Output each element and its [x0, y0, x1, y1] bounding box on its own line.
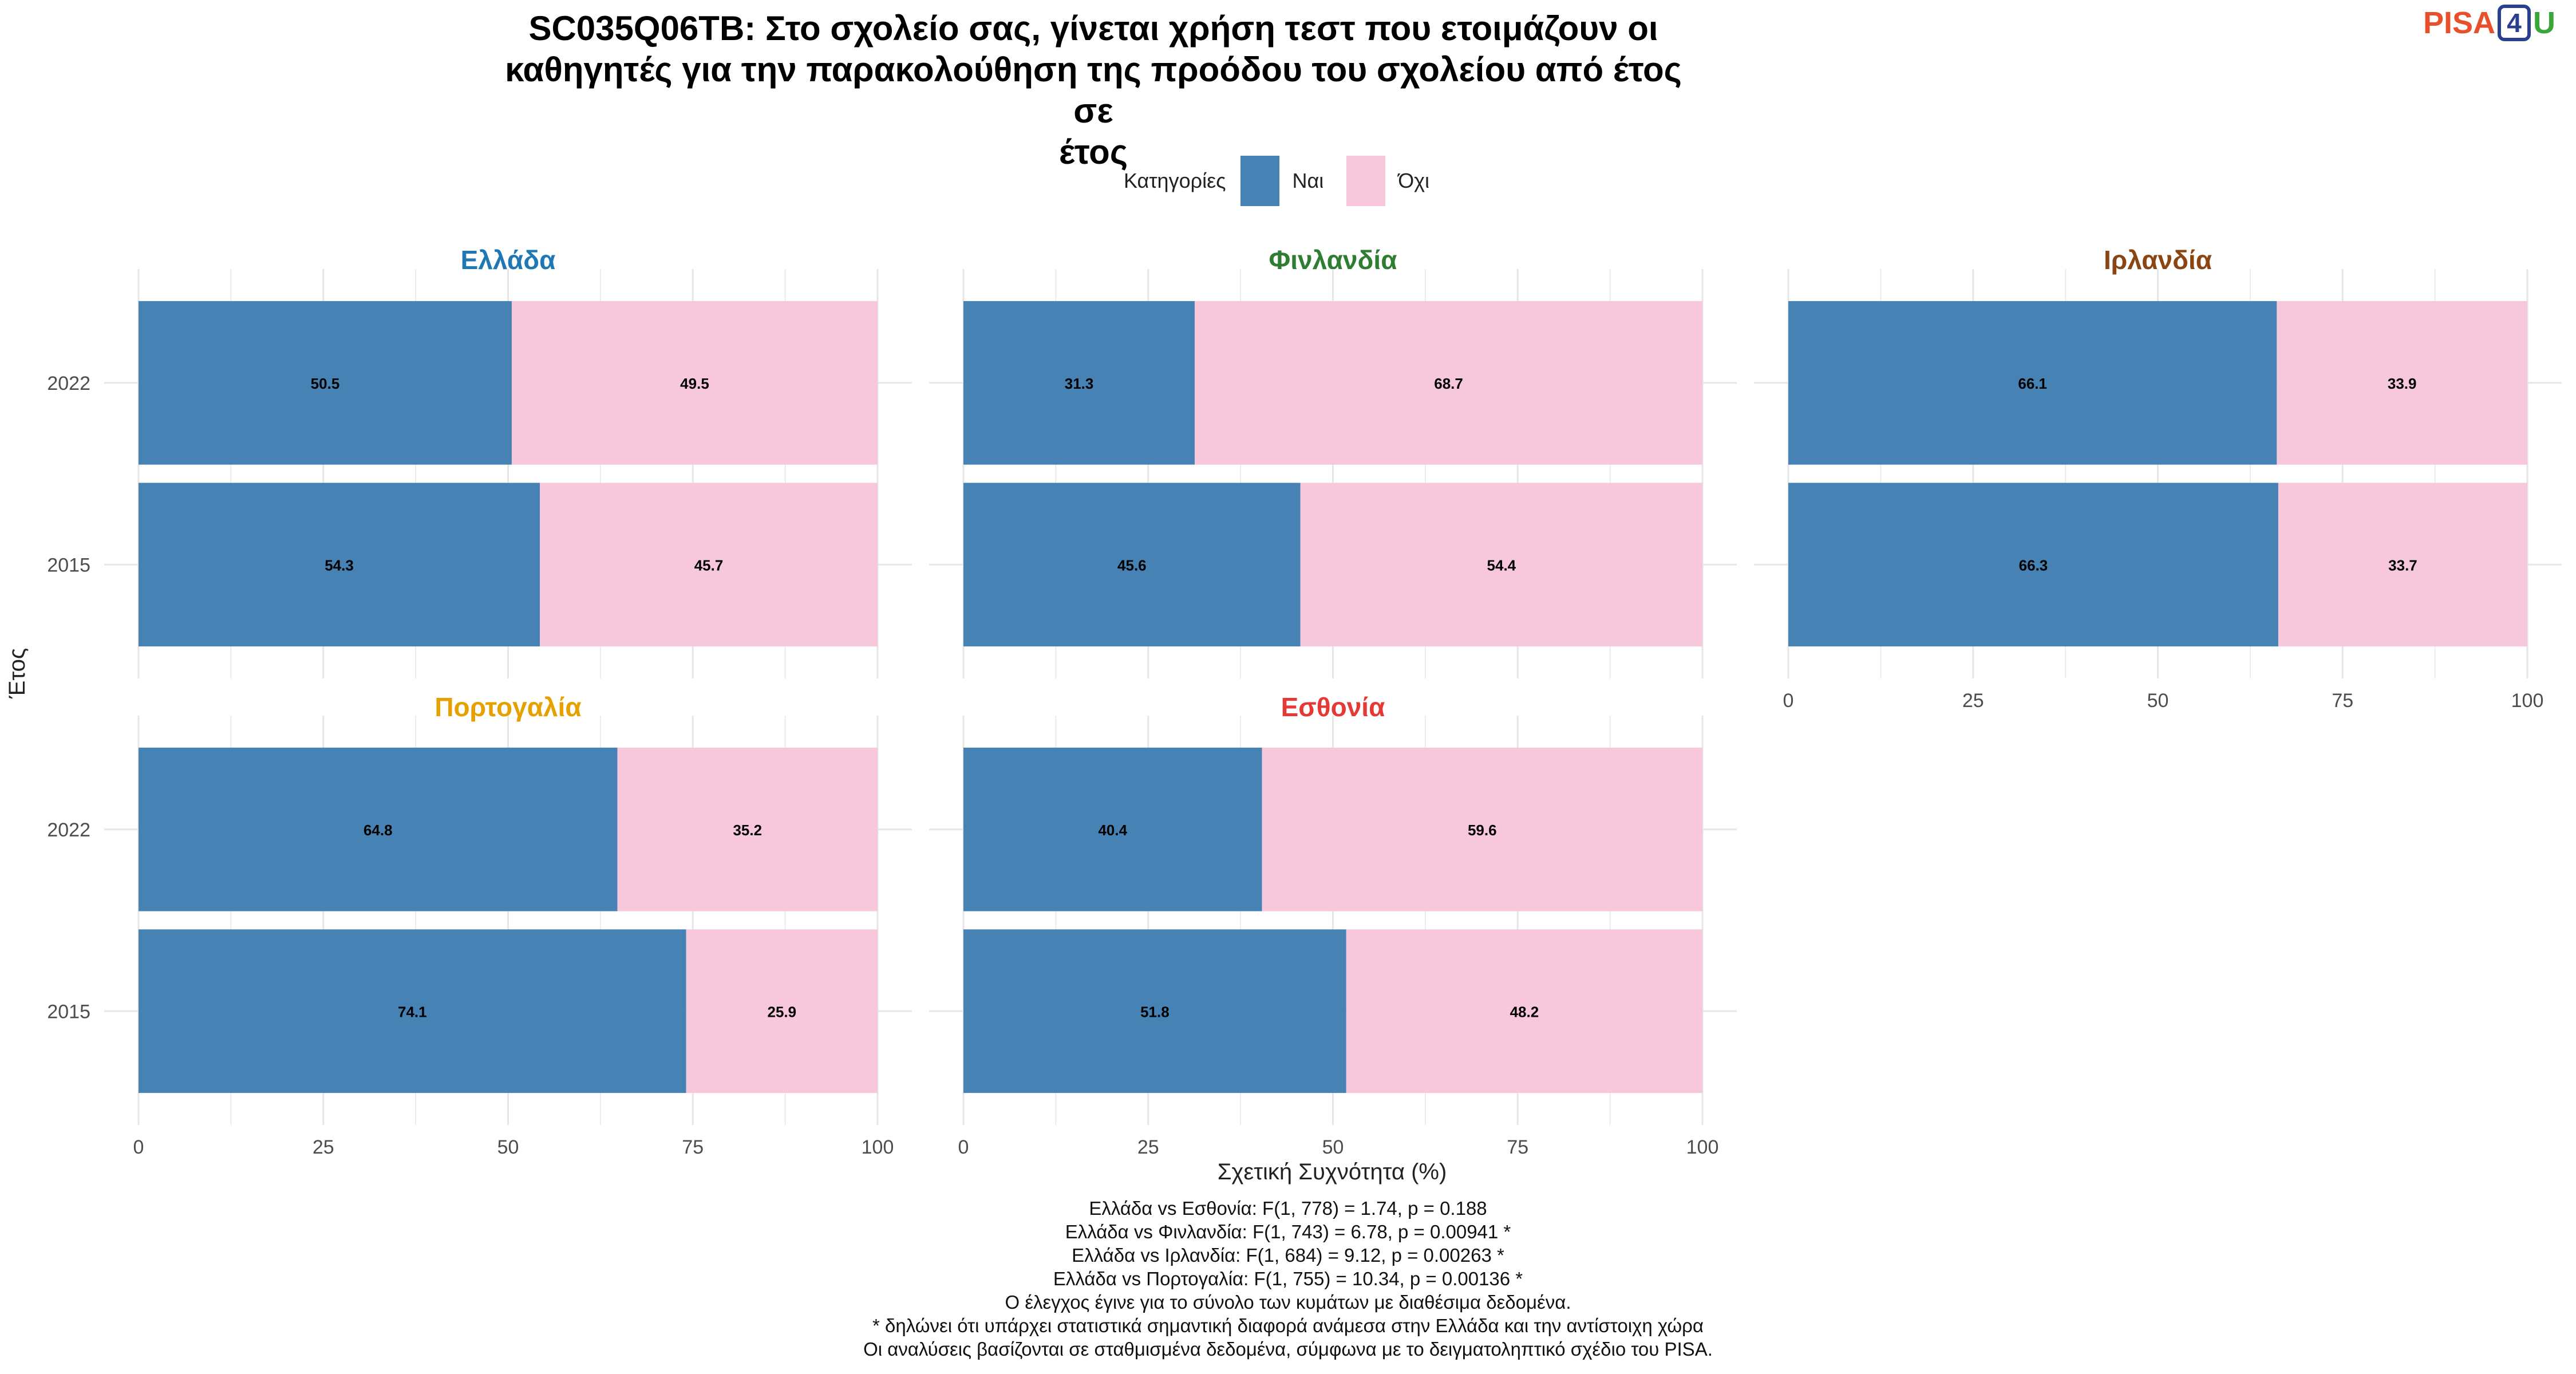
- x-tick-label: 100: [1686, 1136, 1719, 1158]
- data-label: 54.3: [325, 556, 354, 574]
- bar-segment-yes: [963, 483, 1301, 647]
- legend-label-yes: Ναι: [1292, 169, 1324, 192]
- bar-segment-yes: [139, 483, 540, 647]
- x-tick-label: 25: [1137, 1136, 1159, 1158]
- bar-segment-yes: [139, 929, 686, 1093]
- chart-title-line: έτος: [1058, 133, 1128, 171]
- legend-title: Κατηγορίες: [1123, 169, 1226, 192]
- data-label: 59.6: [1468, 822, 1497, 839]
- bar-segment-no: [1262, 747, 1702, 911]
- x-tick-label: 0: [958, 1136, 969, 1158]
- x-tick-label: 100: [862, 1136, 894, 1158]
- data-label: 50.5: [311, 375, 340, 392]
- logo-text-u: U: [2533, 6, 2555, 40]
- data-label: 45.6: [1117, 556, 1147, 574]
- footer-line: Ο έλεγχος έγινε για το σύνολο των κυμάτω…: [1005, 1292, 1571, 1313]
- data-label: 68.7: [1434, 375, 1463, 392]
- legend-label-no: Όχι: [1398, 169, 1430, 192]
- x-tick-label: 50: [2147, 690, 2169, 712]
- x-tick-label: 25: [1962, 690, 1984, 712]
- x-tick-label: 50: [1322, 1136, 1344, 1158]
- bar-segment-no: [617, 747, 878, 911]
- footer-line: Οι αναλύσεις βασίζονται σε σταθμισμένα δ…: [863, 1339, 1713, 1360]
- pisa4u-logo: PISA 4 U: [2423, 5, 2555, 41]
- bar-segment-no: [686, 929, 878, 1093]
- data-label: 49.5: [680, 375, 709, 392]
- bar-segment-no: [1346, 929, 1702, 1093]
- footer-line: Ελλάδα vs Πορτογαλία: F(1, 755) = 10.34,…: [1053, 1268, 1523, 1289]
- y-tick-label: 2015: [47, 554, 90, 576]
- data-label: 33.9: [2388, 375, 2417, 392]
- bar-segment-yes: [139, 301, 512, 465]
- y-axis-title: Έτος: [5, 647, 30, 698]
- data-label: 74.1: [398, 1003, 427, 1020]
- data-label: 51.8: [1140, 1003, 1170, 1020]
- logo-text-pisa: PISA: [2423, 6, 2495, 40]
- x-tick-label: 25: [313, 1136, 334, 1158]
- x-tick-label: 100: [2511, 690, 2544, 712]
- x-tick-label: 50: [497, 1136, 519, 1158]
- data-label: 33.7: [2388, 556, 2417, 574]
- legend-swatch-no: [1346, 156, 1386, 206]
- data-label: 25.9: [768, 1003, 797, 1020]
- x-axis-title: Σχετική Συχνότητα (%): [1217, 1159, 1447, 1185]
- data-label: 66.3: [2019, 556, 2048, 574]
- bar-segment-no: [1300, 483, 1702, 647]
- bar-segment-no: [2278, 483, 2527, 647]
- bar-segment-yes: [963, 747, 1262, 911]
- chart-title-line: καθηγητές για την παρακολούθηση της προό…: [505, 50, 1682, 130]
- bar-segment-yes: [963, 929, 1346, 1093]
- x-tick-label: 75: [1507, 1136, 1528, 1158]
- bar-segment-yes: [963, 301, 1195, 465]
- data-label: 66.1: [2018, 375, 2047, 392]
- data-label: 40.4: [1098, 822, 1127, 839]
- bar-segment-yes: [1788, 483, 2278, 647]
- chart-legend: Κατηγορίες Ναι Όχι: [0, 156, 2576, 206]
- data-label: 45.7: [694, 556, 724, 574]
- y-tick-label: 2022: [47, 373, 90, 394]
- x-tick-label: 75: [2332, 690, 2353, 712]
- footer-line: Ελλάδα vs Εσθονία: F(1, 778) = 1.74, p =…: [1089, 1198, 1487, 1219]
- data-label: 48.2: [1510, 1003, 1539, 1020]
- y-tick-label: 2015: [47, 1001, 90, 1022]
- logo-text-four: 4: [2498, 5, 2531, 41]
- x-tick-label: 0: [1783, 690, 1794, 712]
- bar-segment-no: [540, 483, 878, 647]
- chart-title: SC035Q06TB: Στο σχολείο σας, γίνεται χρή…: [504, 8, 1683, 173]
- y-tick-label: 2022: [47, 819, 90, 841]
- bar-segment-no: [511, 301, 878, 465]
- footer-line: Ελλάδα vs Φινλανδία: F(1, 743) = 6.78, p…: [1065, 1221, 1511, 1242]
- bar-segment-no: [1195, 301, 1702, 465]
- bar-segment-yes: [1788, 301, 2277, 465]
- data-label: 54.4: [1487, 556, 1516, 574]
- bar-segment-no: [2277, 301, 2527, 465]
- data-label: 31.3: [1065, 375, 1094, 392]
- bar-segment-yes: [139, 747, 618, 911]
- x-tick-label: 0: [133, 1136, 144, 1158]
- footer-line: Ελλάδα vs Ιρλανδία: F(1, 684) = 9.12, p …: [1072, 1245, 1504, 1266]
- data-label: 64.8: [364, 822, 393, 839]
- x-tick-label: 75: [682, 1136, 704, 1158]
- chart-title-line: SC035Q06TB: Στο σχολείο σας, γίνεται χρή…: [528, 9, 1658, 48]
- legend-swatch-yes: [1240, 156, 1280, 206]
- chart-footer-notes: Ελλάδα vs Εσθονία: F(1, 778) = 1.74, p =…: [0, 1197, 2576, 1361]
- data-label: 35.2: [733, 822, 762, 839]
- footer-line: * δηλώνει ότι υπάρχει στατιστικά σημαντι…: [872, 1315, 1704, 1336]
